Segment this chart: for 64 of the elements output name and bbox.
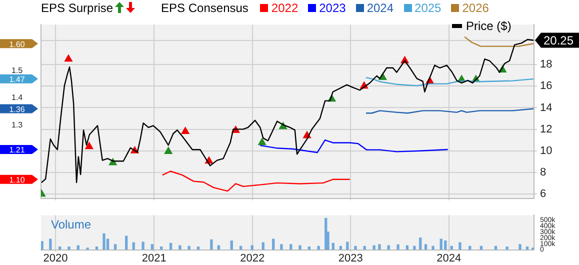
point	[85, 142, 94, 150]
bar	[354, 246, 357, 250]
bar	[424, 244, 428, 250]
bar	[518, 244, 522, 250]
y-tick-label: 8	[540, 166, 546, 179]
legend-label: 2023	[319, 0, 346, 14]
bar	[440, 238, 442, 250]
x-tick-label: 2022	[240, 252, 265, 264]
legend-label: Price ($)	[466, 19, 512, 33]
legend-label: 2025	[414, 0, 442, 14]
bar	[272, 238, 275, 250]
y-tick-label: 14	[540, 102, 552, 114]
legend-title: EPS Consensus	[161, 0, 248, 14]
bar	[419, 238, 422, 250]
y2-tick-label: 1.21	[9, 146, 26, 155]
bar	[298, 245, 302, 250]
bar	[150, 244, 154, 250]
bar	[125, 236, 128, 250]
bar	[41, 241, 44, 250]
bar	[142, 242, 144, 250]
point	[181, 126, 190, 134]
legend-label: 2026	[462, 0, 489, 14]
legend-label: 2024	[366, 0, 394, 14]
bar	[114, 244, 117, 250]
x-tick-label: 2021	[142, 252, 166, 264]
bar	[49, 238, 52, 250]
x-tick-label: 2024	[436, 252, 462, 264]
y2-tick-label: 1.4	[11, 93, 24, 102]
y2-tick-label: 1.3	[11, 120, 24, 130]
bar	[178, 245, 182, 250]
bar	[432, 246, 434, 250]
bar	[68, 246, 70, 250]
bar	[444, 240, 447, 250]
y-tick-label: 16	[540, 80, 552, 92]
y-tick-label: 18	[540, 58, 552, 71]
y-tick-label: 12	[540, 123, 552, 136]
y-axis-title: Volume	[51, 218, 92, 232]
x-tick-label: 2023	[338, 252, 363, 264]
bar	[102, 233, 106, 250]
y2-tick-label: 1.47	[9, 75, 26, 84]
bar	[372, 245, 376, 250]
bar	[346, 242, 349, 250]
point	[64, 54, 72, 62]
y2-tick-label: 1.5	[11, 66, 24, 75]
bar	[413, 246, 416, 250]
y2-tick-label: 1.60	[9, 40, 26, 49]
point	[164, 146, 172, 154]
y2-tick-label: 1.10	[9, 176, 26, 185]
point	[258, 138, 266, 146]
legend-label: 2022	[271, 0, 298, 14]
text: EPS Surprise	[41, 0, 114, 14]
bar	[210, 239, 213, 250]
bar	[506, 246, 508, 250]
bar	[230, 240, 233, 250]
y-tick-label: 6	[540, 188, 546, 200]
y-tick-label: 20.25	[543, 34, 574, 48]
bar	[280, 244, 283, 250]
y2-tick-label: 1.36	[9, 104, 26, 114]
bar	[290, 244, 292, 250]
bar	[378, 244, 381, 250]
y-tick-label: 10	[540, 144, 552, 157]
bar	[458, 242, 462, 250]
x-tick-label: 2020	[43, 252, 68, 264]
bar	[396, 244, 400, 250]
